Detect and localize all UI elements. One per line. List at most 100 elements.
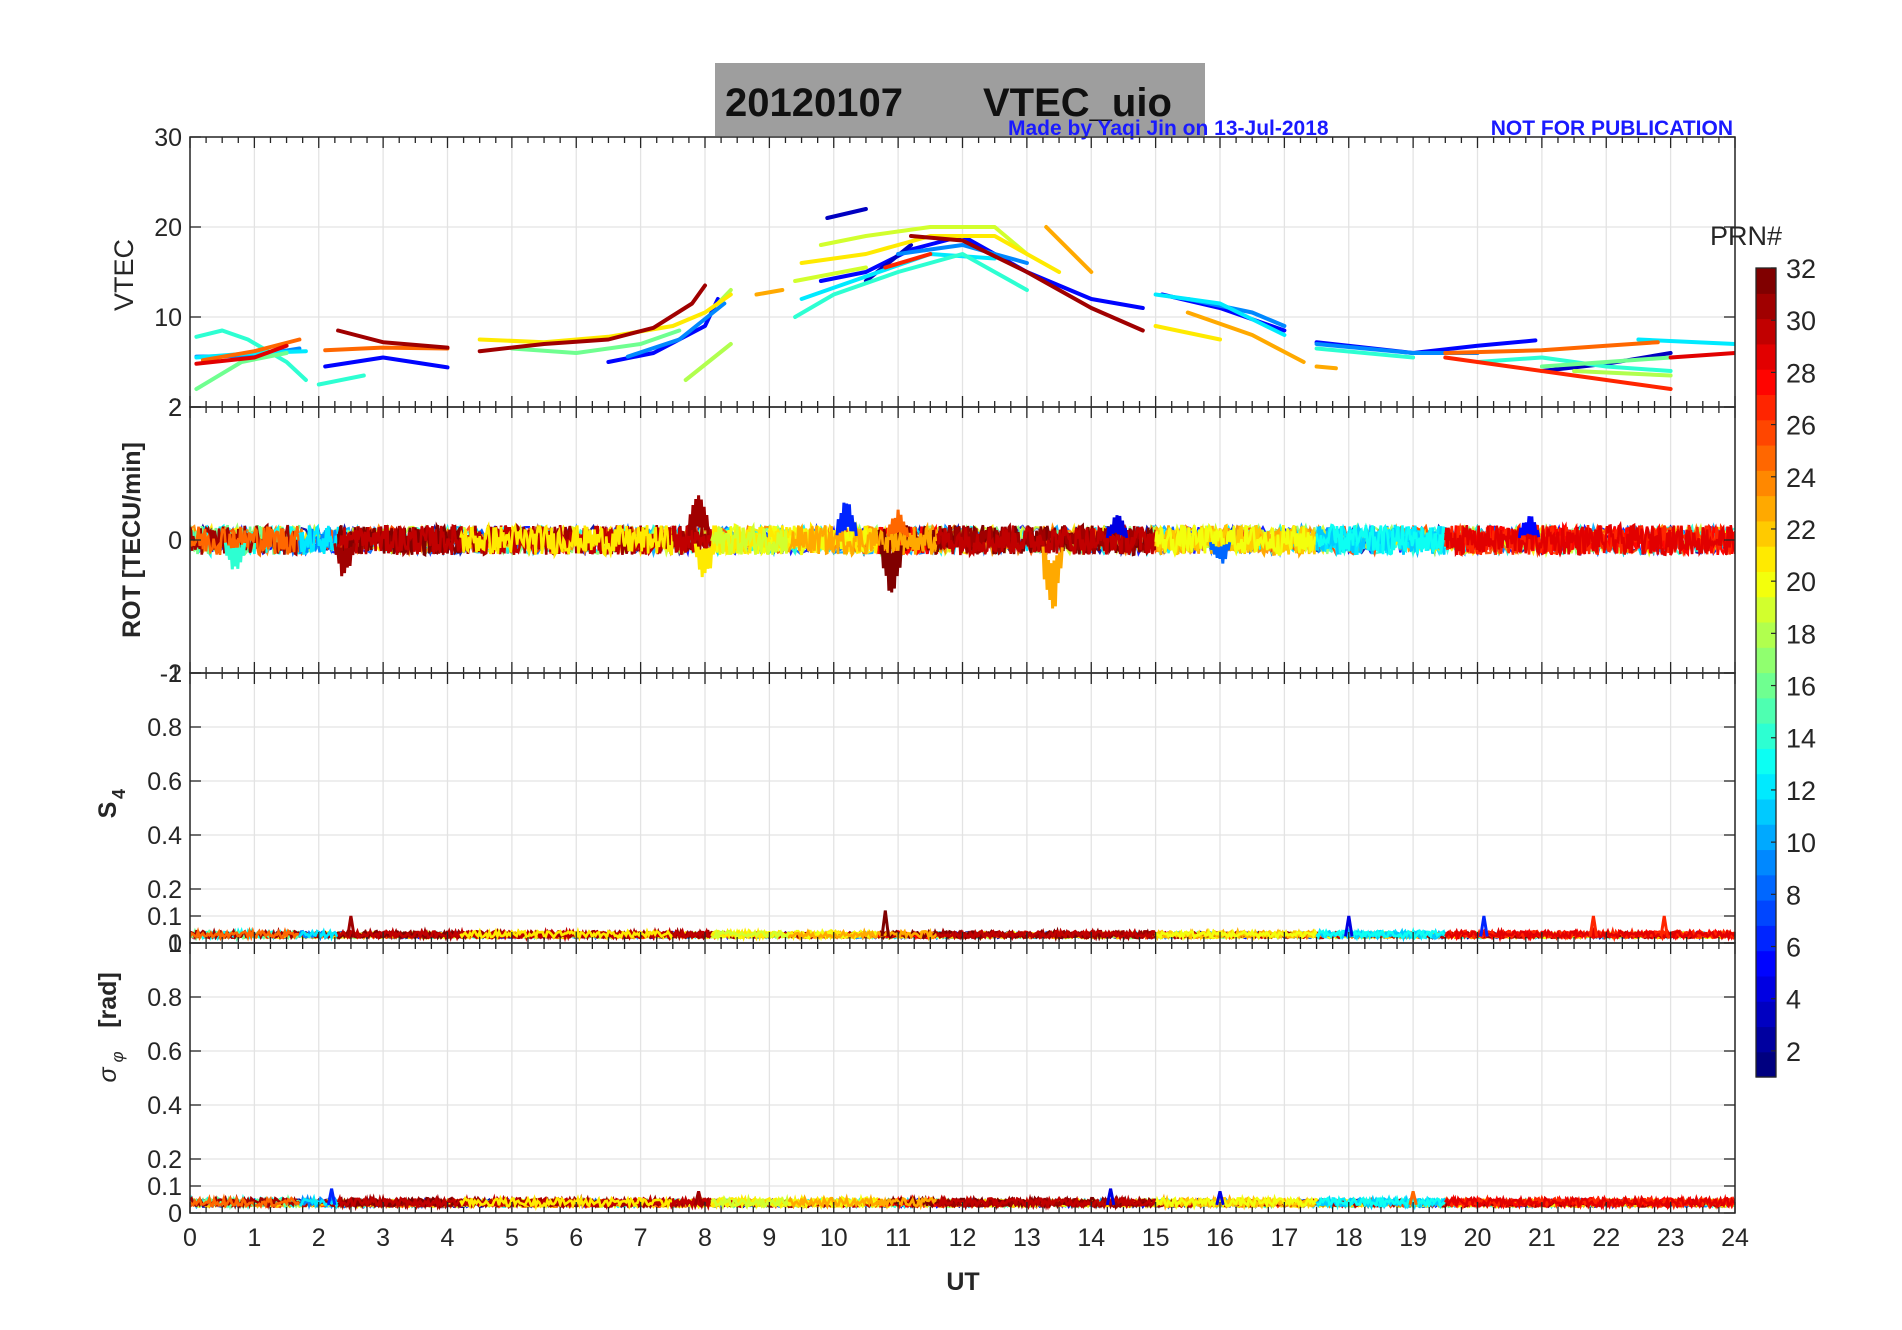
x-tick-label: 22 [1592,1224,1620,1252]
rot-trace-prn-23 [787,523,881,558]
svg-text:φ: φ [108,1051,127,1062]
vtec-series-prn-19 [818,225,1029,256]
x-tick-label: 12 [949,1224,977,1252]
colorbar-swatch [1756,343,1776,370]
vtec-series-prn-14 [194,328,308,382]
sigma_phi-band-prn-13 [1316,1194,1446,1211]
rot-ytick-label: 2 [168,394,182,422]
colorbar-swatch [1756,369,1776,396]
x-tick-label: 16 [1206,1224,1234,1252]
vtec-panel: 2 10 20 30 [154,124,1736,422]
x-tick-label: 21 [1528,1224,1556,1252]
colorbar-tick-label: 30 [1786,306,1816,336]
s4-grid [189,672,1736,944]
s4-band-prn-13 [1315,926,1447,941]
x-tick-label: 18 [1335,1224,1363,1252]
colorbar-tick-label: 18 [1786,619,1816,649]
rot-trace-prn-31 [190,522,301,557]
x-tick-label: 1 [247,1224,261,1252]
sigma-phi-panel: 00.10.20.40.60.81 [147,930,1736,1228]
colorbar-tick-label: 10 [1786,828,1816,858]
s4-ytick-label: 0.8 [147,714,182,742]
rot-data [190,495,1735,609]
vtec-series-prn-16 [509,328,682,355]
s4-band-prn-21 [459,926,674,942]
rot-spike-prn-6 [835,502,858,537]
rot-trace-prn-30 [671,524,713,559]
x-tick-label: 4 [441,1224,455,1252]
colorbar-tick-label: 32 [1786,254,1816,284]
vtec-series-prn-18 [1572,369,1673,378]
rot-ytick-label: -2 [160,660,182,688]
colorbar-label: PRN# [1710,221,1782,251]
s4-band-prn-25 [190,926,300,942]
x-tick-label: 17 [1270,1224,1298,1252]
s4-band-prn-19 [710,928,790,942]
x-tick-label: 8 [698,1224,712,1252]
colorbar-swatch [1756,798,1776,825]
s4-ytick-label: 0.2 [147,876,182,904]
rot-spike-prn-5 [1517,516,1541,539]
sigma_phi-spike-prn-31 [693,1191,704,1206]
x-tick-label: 6 [569,1224,583,1252]
colorbar-swatch [1756,520,1776,547]
sigma_phi-band-prn-23 [877,1194,938,1211]
s4-spike-prn-27 [1659,915,1669,937]
vtec-ytick-label: 10 [154,304,182,332]
vtec-series-prn-16 [1539,355,1673,369]
colorbar-swatch [1756,444,1776,471]
vtec-series-prn-3 [825,207,868,220]
vtec-series-prn-14 [1475,355,1673,373]
colorbar-swatch [1756,874,1776,901]
sigma_phi-spike-prn-4 [1215,1191,1225,1206]
colorbar-tick-label: 12 [1786,776,1816,806]
colorbar-swatch [1756,723,1776,749]
s4-band-prn-30 [936,927,1157,943]
colorbar-swatch [1756,672,1776,699]
rot-spike-prn-8 [1208,541,1232,564]
colorbar-tick-label: 6 [1786,933,1801,963]
sigma_phi-band-prn-19 [710,1193,790,1211]
vtec-ylabel: VTEC [109,239,139,311]
colorbar-swatch [1756,773,1776,800]
svg-text:S: S [94,802,122,819]
title-box: 20120107 VTEC_uio [715,63,1205,136]
x-tick-label: 0 [183,1224,197,1252]
s4-ytick-label: 0 [168,930,182,958]
colorbar-swatch [1756,621,1776,648]
colorbar-swatch [1756,596,1776,623]
colorbar-swatch [1756,1026,1776,1053]
rot-spike-prn-31 [687,495,710,536]
s4-ytick-label: 1 [168,660,182,688]
rot-ytick-label: 0 [168,527,182,555]
rot-spike-prn-32 [880,544,903,593]
rot-trace-prn-13 [1315,523,1447,556]
vtec-series-prn-16 [194,351,289,391]
colorbar-swatch [1756,925,1776,952]
rot-spike-prn-14 [223,542,247,570]
s4-spike-prn-6 [1479,915,1489,937]
vtec-series-prn-29 [1668,351,1735,360]
x-tick-label: 20 [1464,1224,1492,1252]
vtec-series-prn-14 [793,252,1029,319]
sigma_phi-band-prn-25 [190,1193,301,1209]
title-date: 20120107 [725,81,903,125]
colorbar-swatch [1756,950,1776,977]
s4-spike-prn-4 [1344,915,1354,937]
vtec-data [194,207,1735,391]
sigma_phi-ytick-label: 0 [168,1200,182,1228]
vtec-series-prn-25 [200,337,302,363]
colorbar-swatch [1756,495,1776,522]
sigma_phi-ytick-label: 0.8 [147,984,182,1012]
vtec-series-prn-31 [336,328,450,350]
vtec-ytick-label: 2 [168,394,182,422]
x-tick-label: 19 [1399,1224,1427,1252]
colorbar-tick-label: 20 [1786,567,1816,597]
colorbar-swatch [1756,470,1776,497]
colorbar-swatch [1756,849,1776,876]
x-tick-label: 10 [820,1224,848,1252]
colorbar-swatch [1756,824,1776,851]
sigma_phi-ytick-label: 0.2 [147,1146,182,1174]
